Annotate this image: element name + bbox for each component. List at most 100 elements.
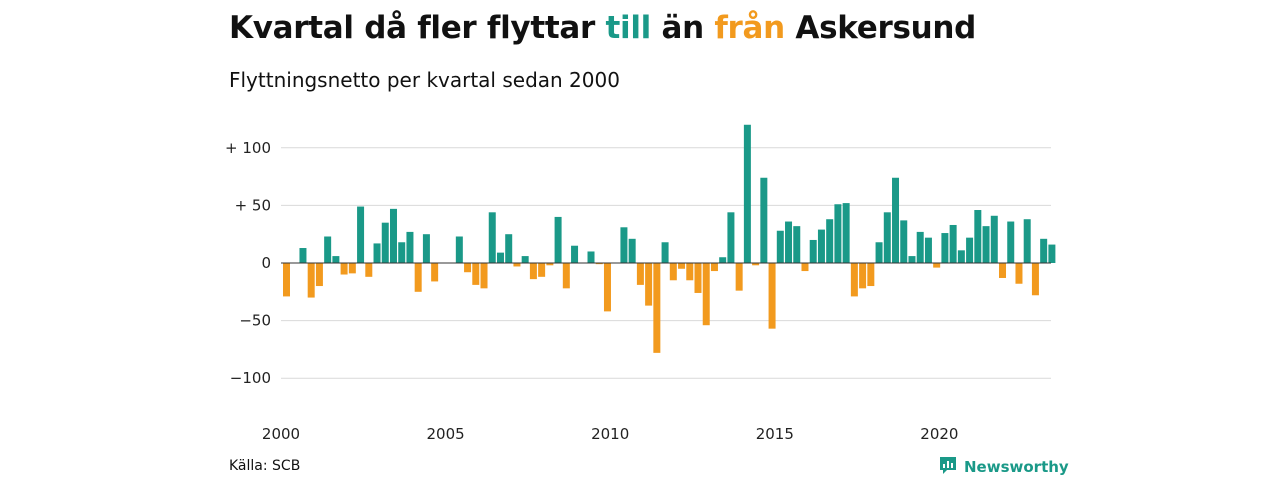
bar	[694, 263, 702, 293]
y-tick-label: −100	[230, 369, 271, 387]
bar	[785, 221, 793, 263]
bar	[389, 208, 397, 263]
bar	[529, 263, 537, 280]
bar	[809, 239, 817, 263]
bar	[645, 263, 653, 306]
bar	[513, 263, 521, 267]
bar	[793, 226, 801, 263]
bar	[974, 210, 982, 263]
newsworthy-logo-icon	[938, 455, 958, 479]
bar	[867, 263, 875, 287]
bar	[414, 263, 422, 292]
bar	[900, 220, 908, 263]
bar	[340, 263, 348, 275]
y-tick-label: 0	[261, 254, 271, 272]
bar	[768, 263, 776, 329]
x-tick-label: 2010	[591, 425, 629, 443]
bar	[842, 203, 850, 263]
bar	[480, 263, 488, 289]
bar	[283, 263, 290, 297]
bar	[990, 215, 998, 263]
bar	[686, 263, 694, 281]
bar	[678, 263, 686, 269]
title-part-2: än	[650, 10, 715, 46]
bar	[982, 226, 990, 263]
bar	[883, 212, 891, 263]
bar	[636, 263, 644, 285]
y-tick-label: + 50	[235, 196, 271, 214]
bar	[875, 242, 883, 263]
bar	[365, 263, 373, 277]
x-tick-label: 2015	[756, 425, 794, 443]
newsworthy-logo[interactable]: Newsworthy	[938, 455, 1069, 479]
bar	[957, 250, 965, 263]
bar	[562, 263, 570, 289]
y-tick-label: −50	[239, 312, 271, 330]
bar	[999, 263, 1007, 278]
bar	[916, 231, 924, 263]
bar	[1007, 221, 1015, 263]
bar	[299, 248, 307, 263]
bar	[941, 233, 949, 263]
bar	[422, 234, 430, 263]
bar	[850, 263, 858, 297]
bar	[373, 243, 381, 263]
gridlines	[281, 147, 1051, 379]
bar	[752, 263, 760, 266]
chart-subtitle: Flyttningsnetto per kvartal sedan 2000	[229, 68, 620, 92]
bar	[1023, 219, 1031, 263]
bar	[538, 263, 546, 277]
bar	[307, 263, 315, 298]
bar	[603, 263, 611, 312]
bar	[710, 263, 718, 272]
title-part-1: Kvartal då fler flyttar	[229, 10, 606, 46]
source-note: Källa: SCB	[229, 458, 301, 474]
bar	[892, 177, 900, 263]
x-tick-label: 2005	[427, 425, 465, 443]
bar	[727, 212, 735, 263]
title-part-3: Askersund	[784, 10, 977, 46]
title-word-till: till	[605, 10, 651, 46]
bar	[735, 263, 743, 291]
bar	[1015, 263, 1023, 284]
bar	[760, 177, 768, 263]
bar	[496, 252, 504, 263]
bar	[595, 263, 603, 265]
bar	[719, 257, 727, 263]
bar	[801, 263, 809, 272]
bar	[653, 263, 661, 353]
bar	[357, 206, 365, 263]
bar	[406, 231, 414, 263]
bar	[949, 224, 957, 263]
bar	[628, 238, 636, 263]
bar	[472, 263, 480, 285]
bar	[1031, 263, 1039, 296]
bar	[488, 212, 496, 263]
bar	[1040, 238, 1048, 263]
bar	[381, 222, 389, 263]
bar	[348, 263, 356, 274]
bar	[859, 263, 867, 289]
x-axis-tick-labels: 2000 2005 2010 2015 2020	[262, 425, 959, 443]
bar	[702, 263, 710, 326]
bar	[817, 229, 825, 263]
bar	[834, 204, 842, 263]
bar	[669, 263, 677, 281]
brand-name: Newsworthy	[964, 458, 1069, 476]
bar	[554, 216, 562, 263]
bar	[315, 263, 323, 287]
bar	[661, 242, 669, 263]
title-word-fran: från	[714, 10, 785, 46]
bar	[826, 219, 834, 263]
x-tick-label: 2000	[262, 425, 300, 443]
bar	[924, 237, 932, 263]
bar	[1048, 244, 1056, 263]
bar	[776, 230, 784, 263]
bar	[743, 124, 751, 263]
x-tick-label: 2020	[920, 425, 958, 443]
bar	[431, 263, 439, 282]
bar	[546, 263, 554, 266]
bar	[455, 236, 463, 263]
bar	[332, 256, 340, 263]
